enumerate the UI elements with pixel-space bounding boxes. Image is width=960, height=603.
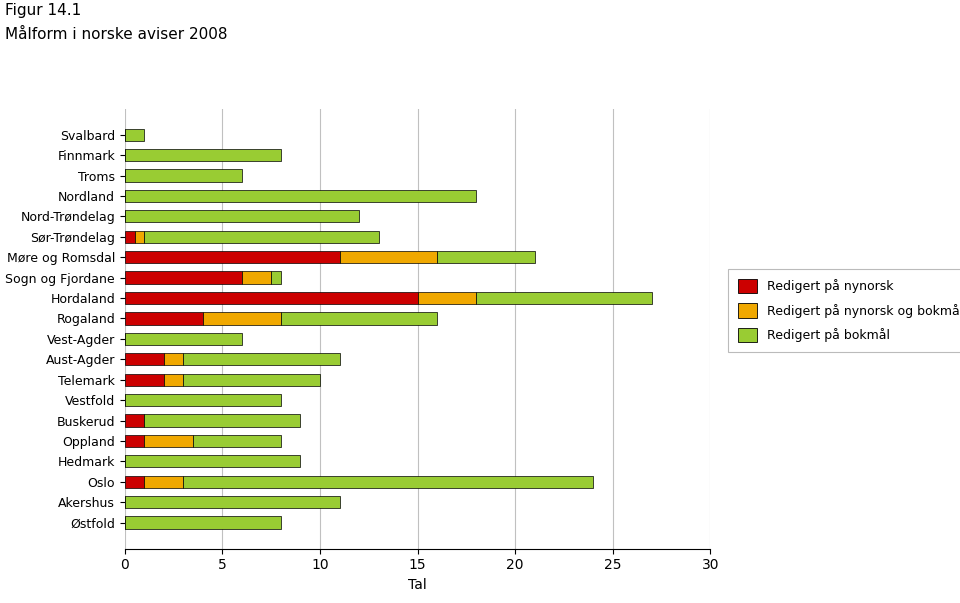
Bar xyxy=(125,414,144,427)
Bar xyxy=(125,517,281,529)
Text: Figur 14.1: Figur 14.1 xyxy=(5,3,81,18)
Bar xyxy=(125,435,144,447)
Bar xyxy=(125,230,134,243)
Bar xyxy=(125,353,164,365)
Bar xyxy=(193,435,281,447)
Bar xyxy=(125,476,144,488)
Bar xyxy=(437,251,535,264)
X-axis label: Tal: Tal xyxy=(408,578,427,592)
Bar xyxy=(125,251,340,264)
Bar xyxy=(125,149,281,161)
Text: Målform i norske aviser 2008: Målform i norske aviser 2008 xyxy=(5,27,228,42)
Bar xyxy=(125,312,203,324)
Bar xyxy=(125,271,242,284)
Bar xyxy=(183,373,320,386)
Bar xyxy=(144,414,300,427)
Bar xyxy=(125,394,281,406)
Legend: Redigert på nynorsk, Redigert på nynorsk og bokmål, Redigert på bokmål: Redigert på nynorsk, Redigert på nynorsk… xyxy=(729,269,960,352)
Bar xyxy=(340,251,437,264)
Bar xyxy=(164,353,183,365)
Bar xyxy=(125,210,359,223)
Bar xyxy=(125,169,242,182)
Bar xyxy=(125,455,300,467)
Bar xyxy=(125,496,340,508)
Bar xyxy=(125,128,144,140)
Bar xyxy=(125,292,418,304)
Bar xyxy=(203,312,281,324)
Bar xyxy=(134,230,144,243)
Bar xyxy=(418,292,476,304)
Bar xyxy=(164,373,183,386)
Bar xyxy=(125,333,242,345)
Bar xyxy=(144,230,378,243)
Bar xyxy=(476,292,652,304)
Bar xyxy=(242,271,271,284)
Bar xyxy=(183,476,593,488)
Bar xyxy=(125,190,476,202)
Bar xyxy=(281,312,437,324)
Bar xyxy=(125,373,164,386)
Bar xyxy=(144,476,183,488)
Bar xyxy=(183,353,340,365)
Bar xyxy=(144,435,193,447)
Bar xyxy=(271,271,281,284)
